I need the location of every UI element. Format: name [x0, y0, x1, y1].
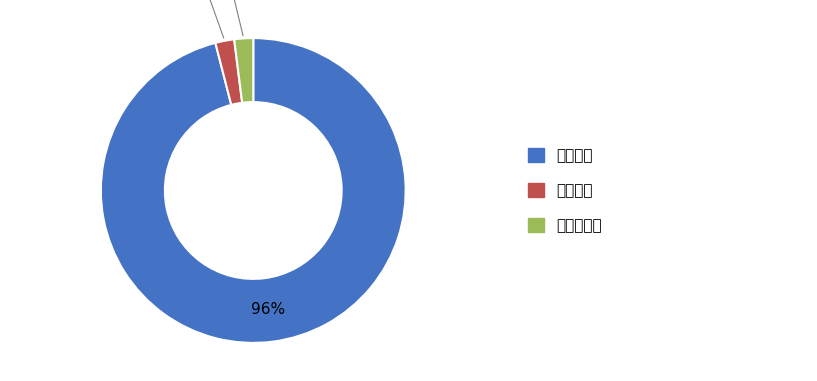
- Wedge shape: [234, 38, 253, 103]
- Wedge shape: [100, 38, 406, 343]
- Text: 2%: 2%: [190, 0, 224, 38]
- Wedge shape: [216, 39, 242, 105]
- Text: 96%: 96%: [252, 303, 285, 317]
- Legend: 协议就业, 国内升学, 出国（境）: 协议就业, 国内升学, 出国（境）: [522, 142, 608, 239]
- Text: 2%: 2%: [216, 0, 243, 36]
